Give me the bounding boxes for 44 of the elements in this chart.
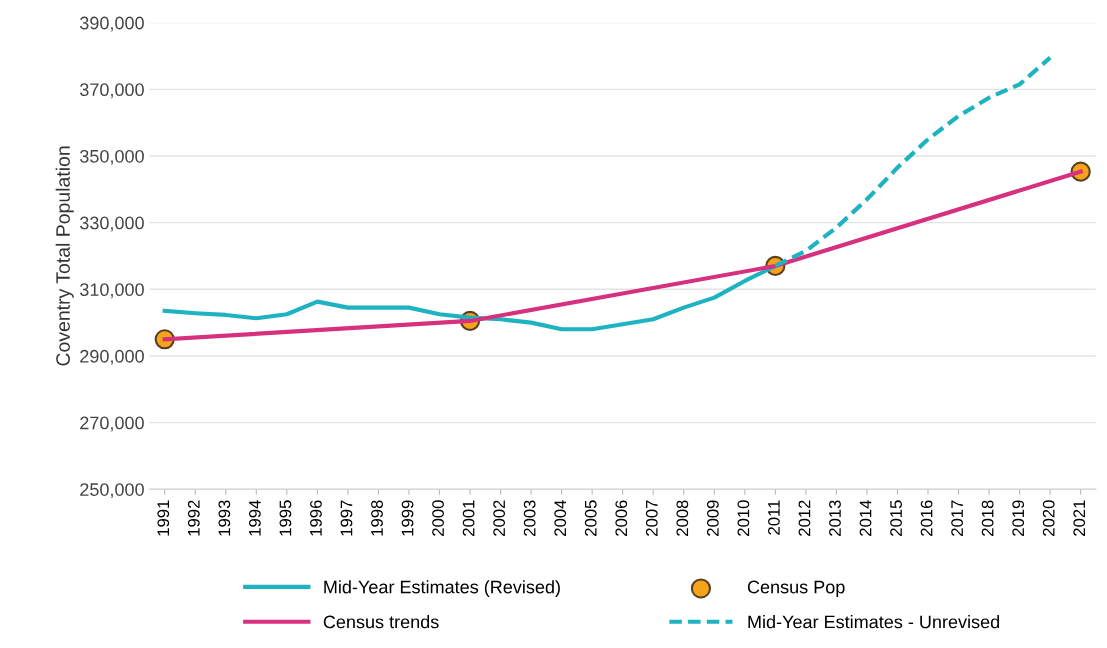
y-tick-label: 390,000 (80, 16, 144, 32)
x-tick-label: 2015 (890, 500, 902, 536)
x-tick-label: 2001 (462, 500, 475, 536)
x-tick-label: 2002 (493, 500, 506, 536)
x-tick-label: 2020 (1042, 500, 1055, 536)
x-tick-label: 2005 (584, 500, 597, 536)
legend-label: Census trends (323, 615, 439, 629)
x-tick-label: 2010 (737, 500, 750, 536)
x-tick-label: 2000 (432, 500, 444, 536)
y-tick-label: 270,000 (80, 416, 144, 432)
x-tick-label: 1994 (248, 500, 261, 536)
x-tick-label: 2019 (1012, 500, 1025, 536)
x-tick-label: 2006 (615, 500, 628, 536)
x-tick-label: 2014 (859, 500, 872, 536)
x-tick-label: 2008 (676, 500, 689, 536)
x-tick-label: 2021 (1073, 500, 1086, 536)
legend-label: Mid-Year Estimates - Unrevised (748, 615, 1000, 629)
x-tick-label: 2012 (798, 500, 811, 536)
x-tick-label: 2003 (523, 500, 536, 536)
y-tick-label: 250,000 (80, 483, 144, 499)
x-tick-label: 1992 (187, 500, 200, 536)
x-tick-label: 2011 (768, 500, 780, 535)
x-tick-label: 1999 (401, 500, 414, 536)
y-tick-label: 350,000 (80, 149, 144, 165)
x-tick-label: 1995 (279, 500, 292, 536)
x-tick-label: 2013 (829, 500, 841, 536)
y-tick-label: 370,000 (80, 83, 144, 99)
legend-label: Census Pop (747, 580, 845, 597)
x-tick-label: 2009 (706, 500, 719, 536)
x-tick-label: 1991 (157, 500, 170, 536)
y-tick-label: 310,000 (80, 283, 144, 299)
x-tick-label: 2007 (645, 500, 658, 536)
x-tick-label: 1997 (340, 500, 353, 536)
x-tick-label: 1998 (371, 500, 383, 536)
y-axis-title: Coventry Total Population (55, 146, 74, 366)
x-tick-label: 2018 (981, 500, 994, 536)
y-tick-label: 330,000 (80, 216, 144, 232)
x-tick-label: 1993 (218, 500, 231, 536)
x-tick-label: 2017 (951, 500, 964, 536)
x-tick-label: 1996 (310, 500, 322, 536)
legend-label: Mid-Year Estimates (Revised) (324, 580, 560, 597)
x-tick-label: 2016 (920, 500, 933, 536)
y-tick-label: 290,000 (80, 349, 144, 365)
x-tick-label: 2004 (554, 500, 567, 536)
